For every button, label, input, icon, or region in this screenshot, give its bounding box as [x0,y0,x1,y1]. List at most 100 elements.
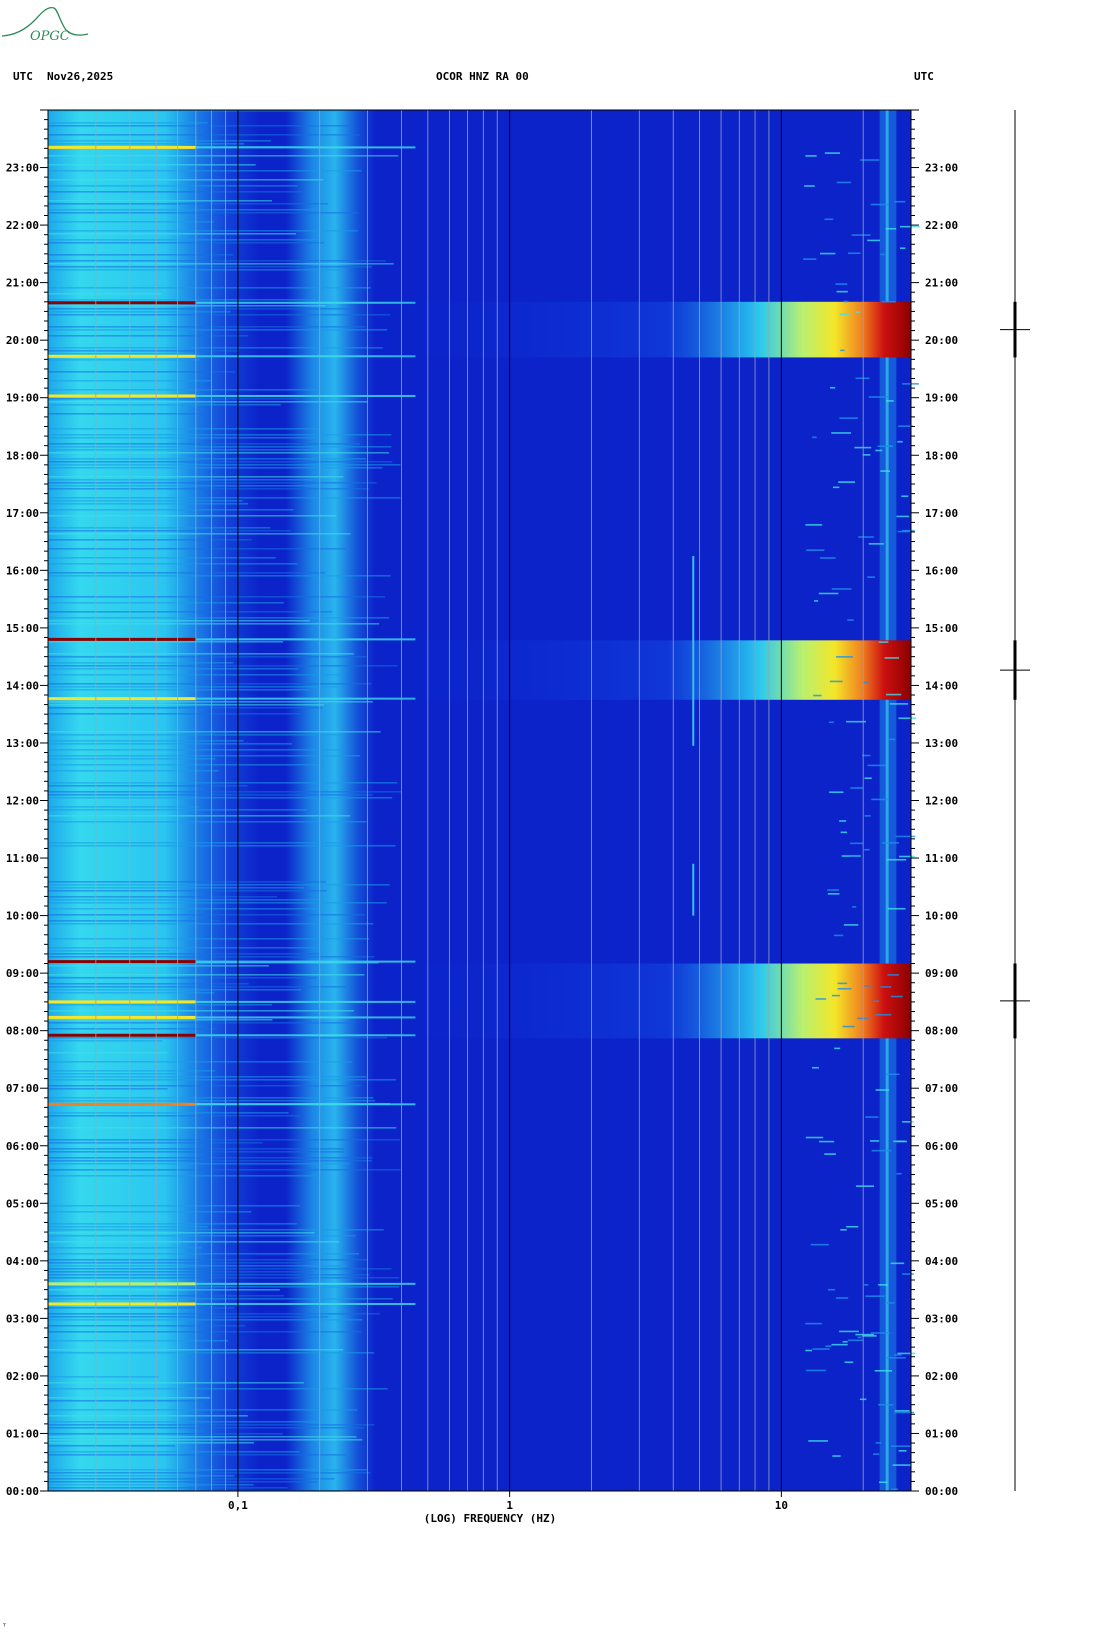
texture-line [48,557,276,559]
texture-line [48,347,383,349]
event-line-tail [195,638,416,641]
texture-line [48,443,361,445]
texture-line [48,596,386,598]
hf-blip [887,907,906,910]
texture-line [48,1424,375,1426]
y-tick-label-left: 13:00 [6,737,39,750]
hf-blip [836,290,848,293]
texture-line [48,143,245,145]
hf-blip [815,998,827,1000]
hf-blip [886,400,894,402]
texture-line [48,1472,371,1474]
texture-line [48,749,346,751]
texture-line [48,674,346,676]
y-tick-label-right: 01:00 [925,1427,958,1440]
texture-line [48,1454,346,1456]
texture-line [48,434,392,436]
texture-line [48,707,323,709]
texture-line [48,539,252,541]
y-tick-label-left: 09:00 [6,967,39,980]
texture-line [48,1484,254,1486]
texture-line [48,689,311,691]
event-line-tail [195,1302,416,1305]
texture-line [48,1421,317,1423]
hf-blip [835,1297,849,1299]
hf-blip [865,1295,885,1298]
texture-line [48,488,369,490]
texture-line [48,1163,350,1165]
hf-blip [860,159,880,161]
texture-line [48,686,339,688]
texture-line [48,962,379,964]
x-tick-label: 0,1 [228,1499,248,1512]
hf-blip [803,258,817,260]
texture-line [48,1247,202,1249]
texture-line [48,1469,367,1471]
texture-line [48,989,302,991]
amplitude-trace [1000,110,1030,1491]
texture-line [48,479,312,481]
y-tick-label-right: 11:00 [925,852,958,865]
y-tick-label-left: 11:00 [6,852,39,865]
texture-line [48,1286,400,1288]
texture-line [48,1088,168,1090]
texture-line [48,1307,235,1309]
texture-line [48,1436,357,1438]
y-tick-label-right: 22:00 [925,219,958,232]
y-tick-label-right: 18:00 [925,449,958,462]
y-tick-label-left: 16:00 [6,564,39,577]
hf-blip [880,470,890,472]
event-line [48,1282,196,1286]
texture-line [48,191,303,193]
texture-line [48,1409,358,1411]
texture-line [48,1076,367,1078]
hf-blip [808,1440,829,1442]
texture-line [48,845,396,847]
hf-blip [805,1349,813,1352]
hf-blip [902,1121,914,1123]
hf-blip [840,831,848,834]
texture-line [48,461,393,463]
y-tick-label-right: 09:00 [925,967,958,980]
texture-line [48,938,370,940]
y-tick-label-right: 03:00 [925,1312,958,1325]
texture-line [48,1061,353,1063]
y-tick-label-right: 00:00 [925,1485,958,1498]
texture-line [48,1112,289,1114]
event-line-tail [195,1016,416,1019]
y-tick-label-left: 07:00 [6,1082,39,1095]
texture-line [48,1142,263,1144]
texture-line [48,233,297,235]
chart-title: OCOR HNZ RA 00 [436,70,529,83]
hf-blip [892,1464,912,1466]
microseism-band [48,110,260,1491]
hf-blip [825,1345,832,1347]
hf-blip [889,738,896,741]
texture-line [48,203,329,205]
vertical-streak [692,555,695,746]
event-line-tail [195,1103,416,1106]
header-right-tz: UTC [914,70,934,83]
y-tick-label-right: 23:00 [925,162,958,175]
hf-blip [894,200,906,203]
texture-line [48,1259,368,1261]
texture-line [48,1127,397,1129]
y-tick-label-left: 23:00 [6,162,39,175]
hf-blip [831,588,852,590]
texture-line [48,908,318,910]
vertical-streak [692,863,695,916]
texture-line [48,1415,248,1417]
hf-blip [867,576,875,578]
texture-line [48,1295,284,1297]
texture-line [48,884,390,886]
texture-line [48,620,310,622]
texture-line [48,326,366,328]
texture-line [48,770,219,772]
texture-line [48,656,367,658]
y-tick-label-right: 17:00 [925,507,958,520]
texture-line [48,185,298,187]
texture-line [48,1439,363,1441]
y-tick-label-left: 19:00 [6,392,39,405]
hf-blip [895,835,916,838]
texture-line [48,794,373,796]
